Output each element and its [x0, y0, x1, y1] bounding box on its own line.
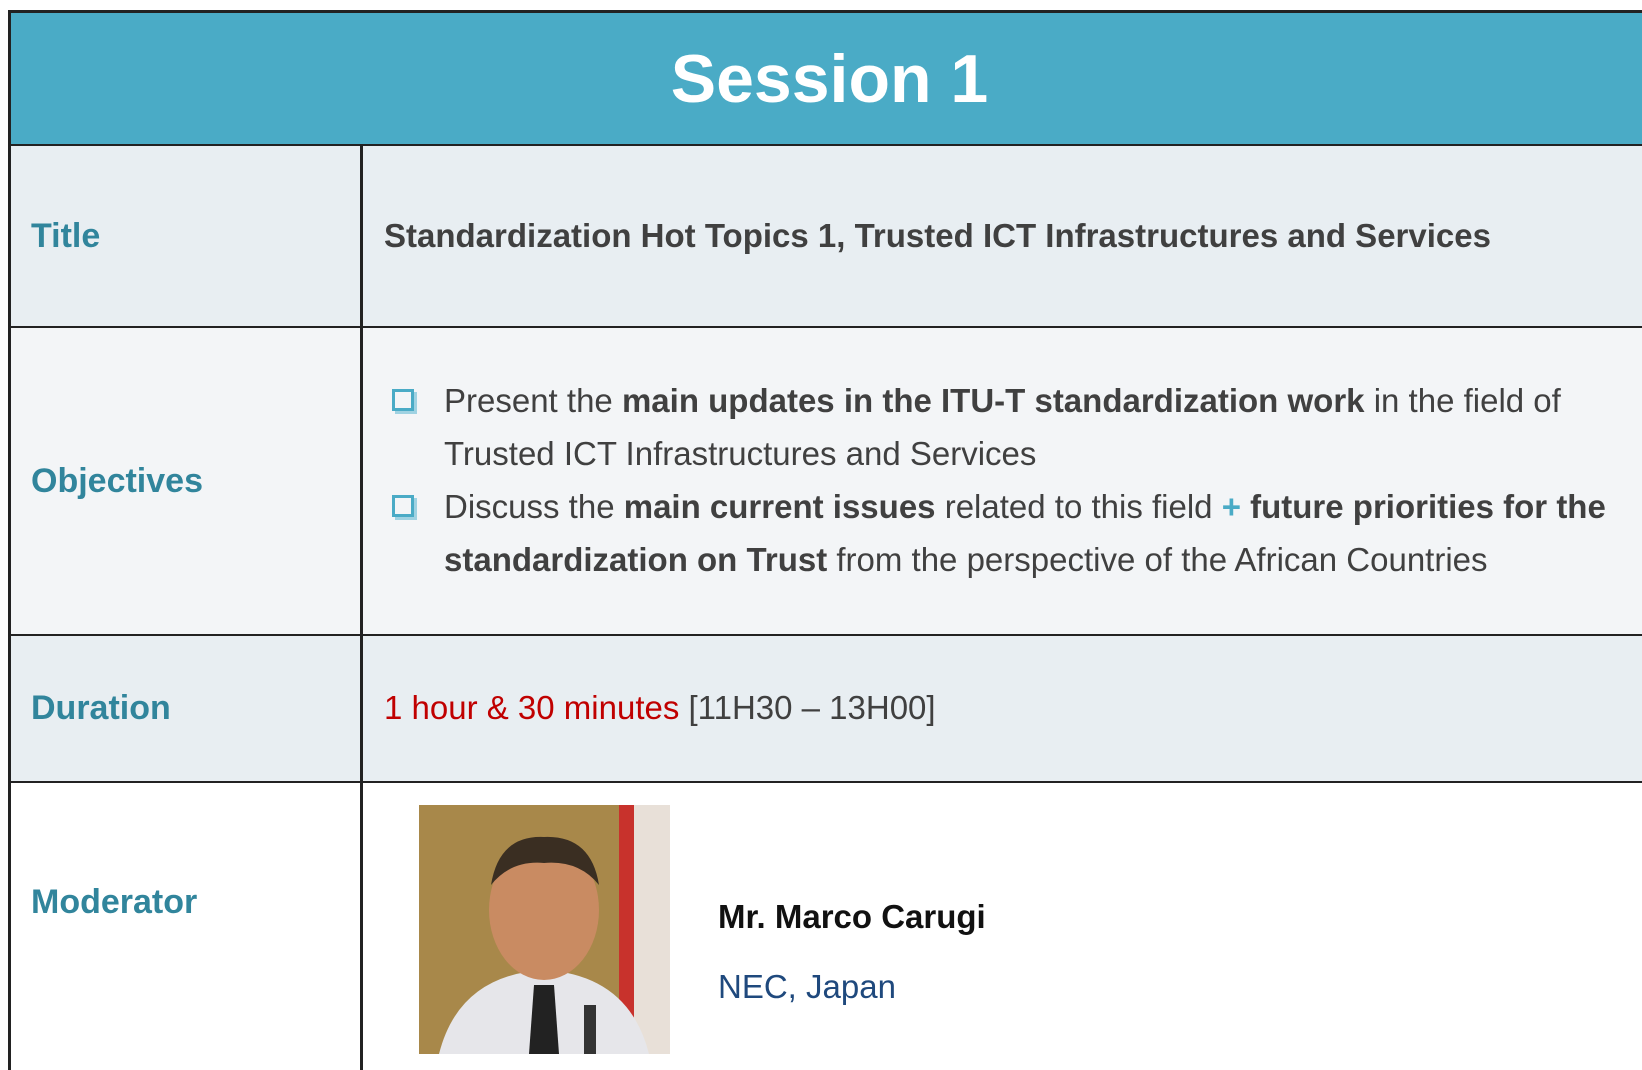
plus: + [1221, 488, 1241, 525]
photo-face [489, 840, 599, 980]
row-label: Duration [11, 636, 363, 781]
bold-text: future priorities for the standardizatio… [444, 488, 1606, 578]
text: Discuss the [444, 488, 624, 525]
bold-text: main updates in the ITU-T standardizatio… [621, 382, 1365, 420]
moderator-photo [419, 805, 670, 1054]
time-range: [11H30 – 13H00] [679, 689, 936, 727]
row-label: Title [11, 146, 363, 326]
bullet [392, 495, 414, 517]
text: from the perspective of the African Coun… [827, 540, 1488, 578]
photo-flag [634, 805, 670, 1054]
photo-mic [584, 1005, 596, 1054]
bullet [392, 389, 414, 412]
duration: 1 hour & 30 minutes [384, 689, 680, 727]
row-label: Objectives [11, 328, 363, 634]
moderator-name: Mr. Marco Carugi [718, 898, 986, 935]
row-label: Moderator [11, 783, 363, 1070]
photo-tie [529, 985, 559, 1054]
text: Present the [444, 382, 622, 420]
session-title: Session 1 [670, 40, 989, 117]
objectives-list: Present the main updates in the ITU-T st… [366, 328, 1636, 634]
objective-item: Present the main updates in the ITU-T st… [384, 375, 1636, 481]
row-value: 1 hour & 30 minutes [11H30 – 13H00] [366, 636, 1636, 781]
text: related to this field [935, 488, 1222, 525]
bold-text: main current issues [623, 488, 936, 525]
photo-hair [491, 836, 599, 885]
moderator-row: Moderator Mr. Marco Carugi NEC, Japan [11, 783, 1642, 1070]
moderator-org: NEC, Japan [718, 968, 896, 1005]
title-text: Standardization Hot Topics 1, Trusted IC… [384, 216, 1491, 254]
title-row: Title Standardization Hot Topics 1, Trus… [11, 146, 1642, 328]
objective-item: Discuss the main current issues related … [384, 481, 1636, 587]
row-value: Standardization Hot Topics 1, Trusted IC… [366, 146, 1636, 326]
table-header: Session 1 [11, 13, 1642, 146]
objectives-row: Objectives Present the main updates in t… [11, 328, 1642, 636]
session-table: Session 1 Title Standardization Hot Topi… [8, 10, 1642, 1070]
text: in the field of Trusted ICT Infrastructu… [444, 382, 1561, 473]
duration-row: Duration 1 hour & 30 minutes [11H30 – 13… [11, 636, 1642, 783]
